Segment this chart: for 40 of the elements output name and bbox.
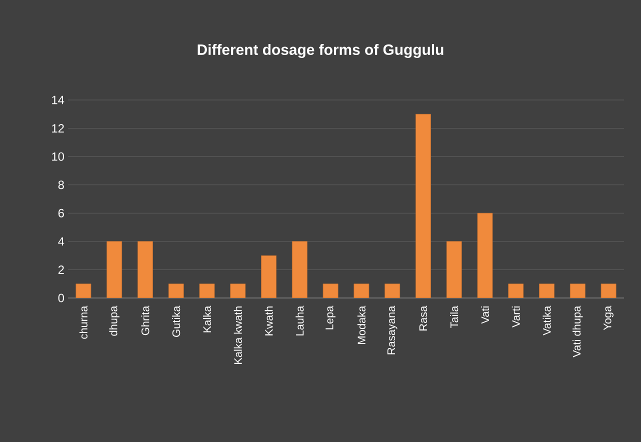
x-tick-label: churna xyxy=(79,306,88,339)
bar xyxy=(261,255,276,298)
bar xyxy=(292,241,308,298)
x-tick-label: Kwath xyxy=(264,306,273,336)
bar xyxy=(539,284,554,298)
y-tick-label: 14 xyxy=(52,96,64,104)
bar xyxy=(416,114,431,298)
bar xyxy=(106,241,122,298)
bar xyxy=(477,212,493,298)
x-tick-label: Lepa xyxy=(326,306,336,330)
y-tick-label: 0 xyxy=(58,294,64,302)
bar xyxy=(508,284,524,298)
x-tick-label: Ghrita xyxy=(141,306,150,336)
x-tick-label: Kalka kwath xyxy=(234,306,242,364)
x-tick-label: Taila xyxy=(450,306,458,328)
bar xyxy=(230,284,246,298)
y-tick-label: 2 xyxy=(58,266,64,274)
x-tick-label: Rasayana xyxy=(387,306,398,354)
x-tick-label: Vati dhupa xyxy=(572,306,583,358)
x-tick-label: Rasa xyxy=(419,306,428,330)
bar xyxy=(446,241,462,298)
y-tick-label: 12 xyxy=(52,124,64,132)
chart-title: Different dosage forms of Guggulu xyxy=(198,44,444,58)
x-tick-label: Vatika xyxy=(542,306,551,336)
bar xyxy=(384,284,400,298)
x-tick-label: Yoga xyxy=(604,306,614,330)
x-tick-label: Vati xyxy=(480,306,490,324)
x-tick-label: dhupa xyxy=(109,306,120,336)
x-tick-label: Lauha xyxy=(296,306,304,336)
y-tick-label: 10 xyxy=(52,152,64,161)
x-tick-label: Varti xyxy=(512,306,520,328)
bar xyxy=(168,284,184,298)
x-tick-label: Modaka xyxy=(357,306,366,344)
y-tick-label: 4 xyxy=(58,237,64,246)
y-tick-label: 6 xyxy=(58,208,64,218)
x-tick-label: Kalka xyxy=(202,306,212,332)
bar xyxy=(138,241,153,298)
y-tick-label: 8 xyxy=(58,180,64,190)
bar xyxy=(570,284,586,298)
x-tick-label: Gutika xyxy=(172,306,180,337)
